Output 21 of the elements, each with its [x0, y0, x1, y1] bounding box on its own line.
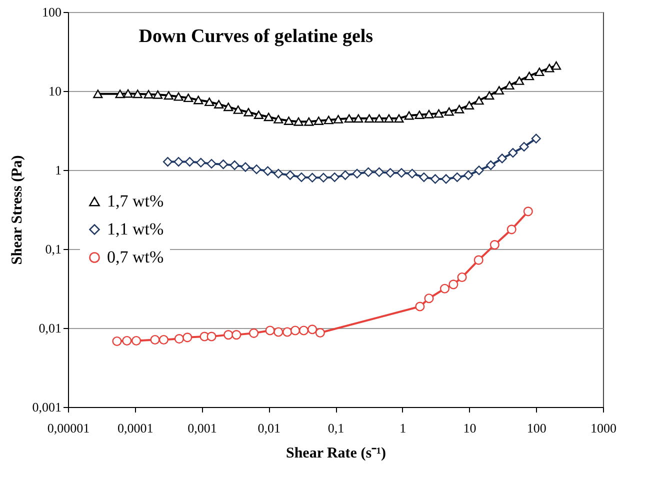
y-tick-label: 1: [55, 162, 62, 178]
legend-label: 1,7 wt%: [107, 192, 164, 210]
text: Down Curves of gelatine gels: [138, 26, 374, 47]
x-tick-label: 0,01: [258, 420, 280, 436]
x-tick-label: 0,00001: [47, 420, 90, 436]
x-tick-label: 10: [463, 420, 476, 436]
x-tick-label: 0,1: [328, 420, 344, 436]
y-tick-label: 10: [48, 84, 62, 98]
y-tick-label: 0,01: [38, 320, 62, 336]
x-tick-label: 0,001: [188, 420, 217, 436]
y-axis-title: Shear Stress (Pa): [9, 155, 26, 265]
x-tick-label: 100: [526, 420, 546, 436]
y-tick-label: 100: [42, 4, 62, 20]
legend-label: 0,7 wt%: [107, 248, 164, 266]
y-tick-label: 0,1: [45, 242, 62, 256]
legend-label: 1,1 wt%: [107, 220, 164, 238]
x-tick-label: 1: [400, 420, 406, 436]
x-tick-label: 0,0001: [118, 420, 154, 436]
x-tick-label: 1000: [590, 420, 616, 436]
x-axis-title: Shear Rate (s⁻¹): [286, 446, 386, 462]
y-tick-label: 0,001: [32, 400, 62, 414]
